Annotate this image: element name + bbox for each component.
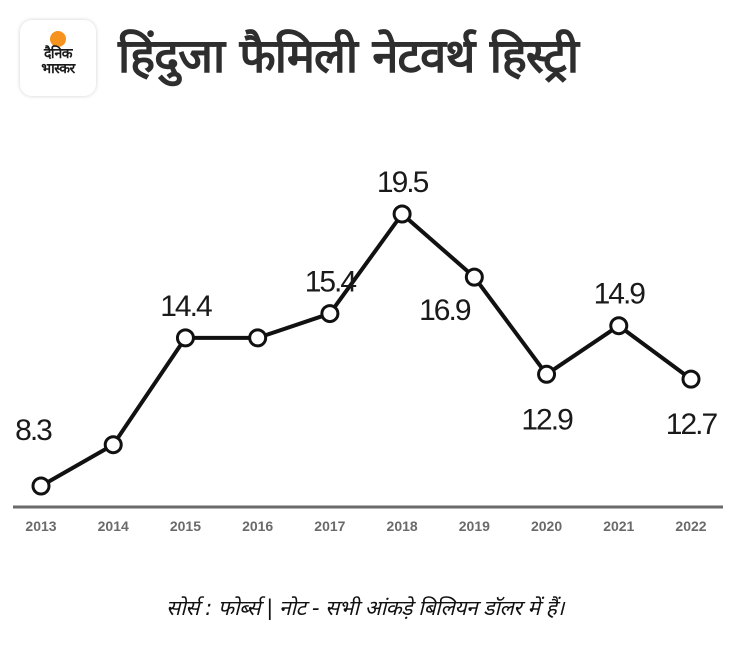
logo-text-line1: दैनिक bbox=[43, 46, 73, 62]
x-tick-label: 2013 bbox=[25, 518, 56, 534]
series-line bbox=[40, 212, 693, 488]
data-label: 16.9 bbox=[419, 294, 471, 327]
x-tick-label: 2022 bbox=[675, 518, 706, 534]
data-point-marker bbox=[248, 328, 268, 348]
data-point-marker bbox=[175, 328, 195, 348]
data-label: 15.4 bbox=[305, 266, 357, 299]
data-label: 14.4 bbox=[160, 290, 212, 323]
data-point-marker bbox=[103, 435, 123, 455]
data-point-marker bbox=[31, 476, 51, 496]
chart-title: हिंदुजा फैमिली नेटवर्थ हिस्ट्री bbox=[118, 29, 579, 84]
data-label: 12.7 bbox=[666, 408, 718, 441]
logo-text-line2: भास्कर bbox=[41, 61, 75, 77]
x-tick-label: 2021 bbox=[603, 518, 634, 534]
data-point-marker bbox=[537, 364, 557, 384]
x-tick-label: 2019 bbox=[459, 518, 490, 534]
data-point-marker bbox=[609, 316, 629, 336]
sun-icon bbox=[50, 31, 66, 47]
data-point-marker bbox=[392, 204, 412, 224]
x-tick-label: 2015 bbox=[170, 518, 201, 534]
data-point-marker bbox=[681, 369, 701, 389]
data-label: 12.9 bbox=[521, 403, 573, 436]
x-tick-label: 2014 bbox=[98, 518, 129, 534]
source-note: सोर्स : फोर्ब्स | नोट - सभी आंकड़े बिलिय… bbox=[166, 596, 564, 620]
x-tick-label: 2020 bbox=[531, 518, 562, 534]
data-label: 19.5 bbox=[377, 166, 429, 199]
data-label: 8.3 bbox=[15, 414, 52, 447]
dainik-bhaskar-logo: दैनिक भास्कर bbox=[20, 20, 96, 96]
data-label: 14.9 bbox=[594, 278, 646, 311]
data-point-marker bbox=[320, 304, 340, 324]
x-tick-label: 2017 bbox=[314, 518, 345, 534]
x-tick-label: 2018 bbox=[387, 518, 418, 534]
x-tick-label: 2016 bbox=[242, 518, 273, 534]
data-point-marker bbox=[464, 267, 484, 287]
